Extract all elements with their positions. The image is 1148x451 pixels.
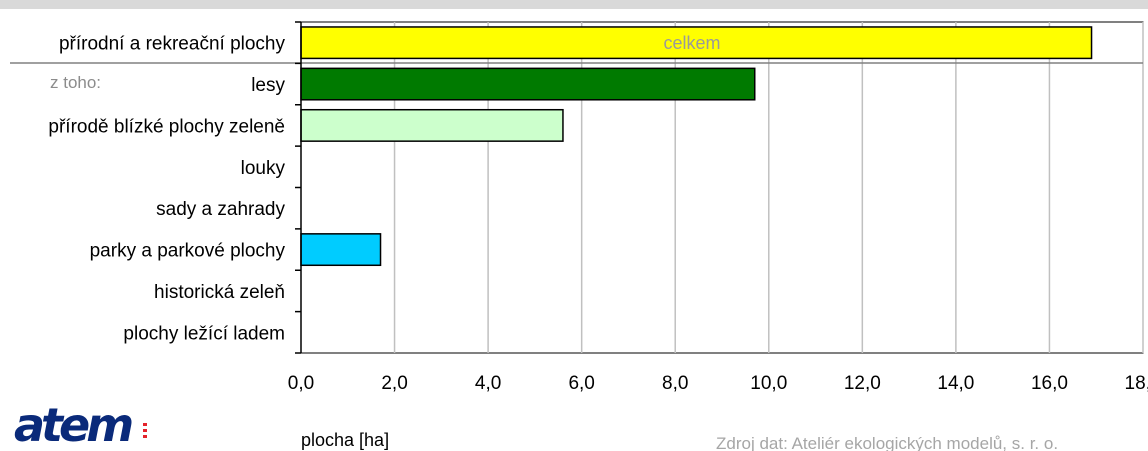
y-tick-marks — [295, 21, 301, 354]
x-tick-label: 14,0 — [937, 373, 974, 394]
category-label: sady a zahrady — [156, 199, 285, 220]
x-tick-label: 8,0 — [662, 373, 688, 394]
bar — [300, 26, 1093, 60]
logo-accent-3 — [143, 435, 147, 438]
x-tick-label: 0,0 — [288, 373, 314, 394]
logo-accent-1 — [143, 423, 147, 426]
atem-logo: atem — [14, 398, 147, 451]
x-tick-labels: 0,0 2,0 4,0 6,0 8,0 10,0 12,0 14,0 16,0 18,0 — [288, 373, 1148, 394]
category-label: plochy ležící ladem — [123, 323, 285, 344]
atem-logo-text: atem — [14, 398, 132, 451]
category-label: přírodě blízké plochy zeleně — [48, 116, 285, 137]
x-tick-label: 6,0 — [568, 373, 594, 394]
logo-accent-2 — [143, 429, 147, 432]
category-label: louky — [241, 158, 286, 179]
x-tick-label: 10,0 — [750, 373, 787, 394]
bar — [300, 108, 564, 142]
x-tick-label: 16,0 — [1031, 373, 1068, 394]
bar — [300, 233, 382, 267]
gridlines — [393, 22, 1144, 353]
category-label: lesy — [251, 75, 285, 96]
x-tick-label: 2,0 — [381, 373, 407, 394]
bar-annotation-celkem: celkem — [663, 33, 720, 53]
x-tick-label: 12,0 — [844, 373, 881, 394]
x-axis-title: plocha [ha] — [301, 430, 389, 450]
category-label: parky a parkové plochy — [90, 241, 286, 262]
category-label: historická zeleň — [154, 282, 285, 303]
subgroup-label: z toho: — [50, 73, 101, 92]
category-labels: přírodní a rekreační plochy lesy přírodě b… — [48, 34, 285, 345]
top-strip — [0, 0, 1148, 9]
bar — [300, 67, 756, 101]
category-label: přírodní a rekreační plochy — [59, 34, 286, 55]
x-tick-label: 18,0 — [1125, 373, 1148, 394]
source-note: Zdroj dat: Ateliér ekologických modelů, … — [716, 434, 1058, 451]
x-tick-label: 4,0 — [475, 373, 501, 394]
bars — [300, 26, 1093, 267]
